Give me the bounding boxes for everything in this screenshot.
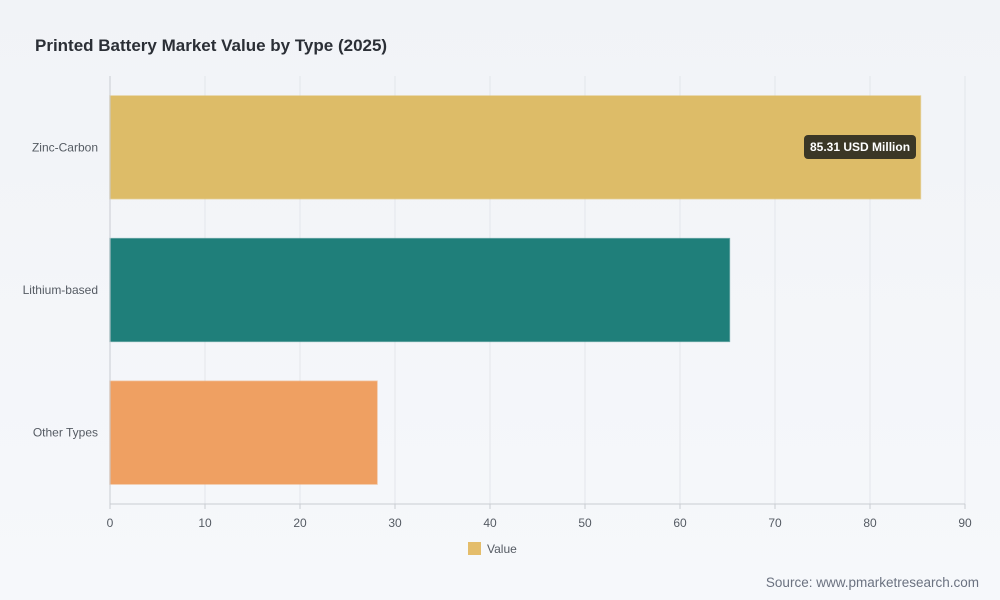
chart-title: Printed Battery Market Value by Type (20… [35,36,388,55]
x-tick-label: 40 [483,516,497,530]
bar-other-types [109,380,378,485]
bars [109,95,922,485]
category-label: Zinc-Carbon [32,140,98,154]
x-tick-label: 30 [388,516,402,530]
x-tick-label: 10 [198,516,212,530]
axes: 0 10 20 30 40 50 60 70 80 90 Zinc-Carbon Lithium-ba… [23,76,972,530]
x-tick-label: 60 [673,516,687,530]
x-tick-label: 80 [863,516,877,530]
bar-lithium-based [109,237,731,343]
x-tick-label: 50 [578,516,592,530]
legend-label: Value [487,542,517,556]
legend-swatch [468,542,481,555]
x-tick-label: 0 [107,516,114,530]
x-tick-label: 20 [293,516,307,530]
bar-zinc-carbon [109,95,922,200]
legend: Value [468,542,517,556]
category-label: Lithium-based [23,283,98,297]
category-label: Other Types [33,426,98,440]
bar-tooltip: 85.31 USD Million [804,135,917,159]
x-tick-label: 70 [768,516,782,530]
x-tick-label: 90 [958,516,972,530]
source-credit: Source: www.pmarketresearch.com [765,575,979,590]
